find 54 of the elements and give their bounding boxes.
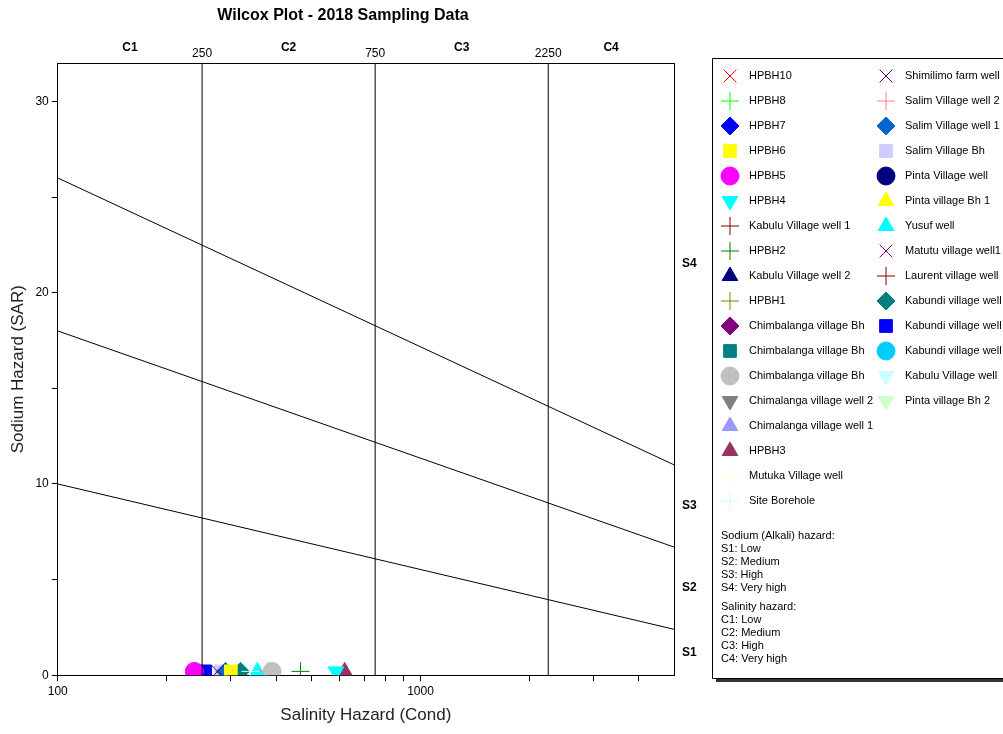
legend-label: Mutuka Village well (749, 469, 843, 482)
legend-label: Salim Village Bh (905, 144, 985, 157)
text: Sodium (Alkali) hazard: S1: Low S2: Medium S3: High S4: Very high (721, 528, 835, 593)
legend-label: Shimilimo farm well (905, 69, 1000, 82)
ref-line-label: 250 (192, 45, 213, 60)
legend-label: HPBH4 (749, 194, 786, 207)
y-axis-title: Sodium Hazard (SAR) (7, 285, 27, 454)
legend-label: HPBH6 (749, 144, 786, 157)
legend-label: Kabundi village well (905, 319, 1002, 332)
x-axis-title: Salinity Hazard (Cond) (280, 705, 452, 725)
text: S2 (682, 580, 697, 595)
legend-label: Laurent village well (905, 269, 999, 282)
legend-label: Site Borehole (749, 494, 816, 507)
legend-label: Chimbalanga village Bh (749, 369, 865, 382)
legend-label: Yusuf well (905, 219, 955, 232)
y-tick-label: 20 (35, 285, 50, 300)
legend-label: HPBH8 (749, 94, 786, 107)
text: Salinity hazard: C1: Low C2: Medium C3: High C4: Very high (721, 599, 797, 664)
text: C3 (454, 39, 470, 54)
legend-label: HPBH7 (749, 119, 786, 132)
ref-line-label: 750 (365, 45, 386, 60)
legend-label: Chimalanga village well 1 (749, 419, 874, 432)
text: S3 (682, 498, 697, 513)
x-tick-label: 1000 (407, 683, 435, 698)
y-tick-label: 10 (35, 476, 50, 491)
legend-label: HPBH2 (749, 244, 786, 257)
text: C2 (280, 39, 297, 54)
legend-label: Kabulu Village well 2 (749, 269, 851, 282)
text: C4 (603, 39, 620, 54)
x-tick-label: 100 (47, 683, 69, 698)
legend-label: Matutu village well1 (905, 244, 1001, 257)
legend-label: HPBH1 (749, 294, 786, 307)
legend-label: HPBH3 (749, 444, 786, 457)
legend-label: Chimalanga village well 2 (749, 394, 874, 407)
legend-label: Kabulu Village well (905, 369, 998, 382)
legend-label: Chimbalanga village Bh (749, 319, 865, 332)
text: S1 (682, 644, 697, 659)
legend-label: Pinta Village well (905, 169, 988, 182)
legend-label: Kabulu Village well 1 (749, 219, 851, 232)
legend-label: Pinta village Bh 2 (905, 394, 990, 407)
chart-title: Wilcox Plot - 2018 Sampling Data (217, 6, 469, 24)
legend-label: Kabundi village well (905, 294, 1002, 307)
ref-line-label: 2250 (534, 45, 562, 60)
text: S4 (682, 256, 697, 271)
legend-label: HPBH5 (749, 169, 786, 182)
legend-label: Pinta village Bh 1 (905, 194, 990, 207)
legend-label: Salim Village well 1 (905, 119, 1000, 132)
legend-label: Chimbalanga village Bh (749, 344, 865, 357)
y-tick-label: 0 (42, 667, 50, 682)
legend-label: Salim Village well 2 (905, 94, 1000, 107)
text: C1 (122, 39, 138, 54)
legend-label: Kabundi village well (905, 344, 1002, 357)
legend-label: HPBH10 (749, 69, 792, 82)
y-tick-label: 30 (35, 93, 50, 108)
